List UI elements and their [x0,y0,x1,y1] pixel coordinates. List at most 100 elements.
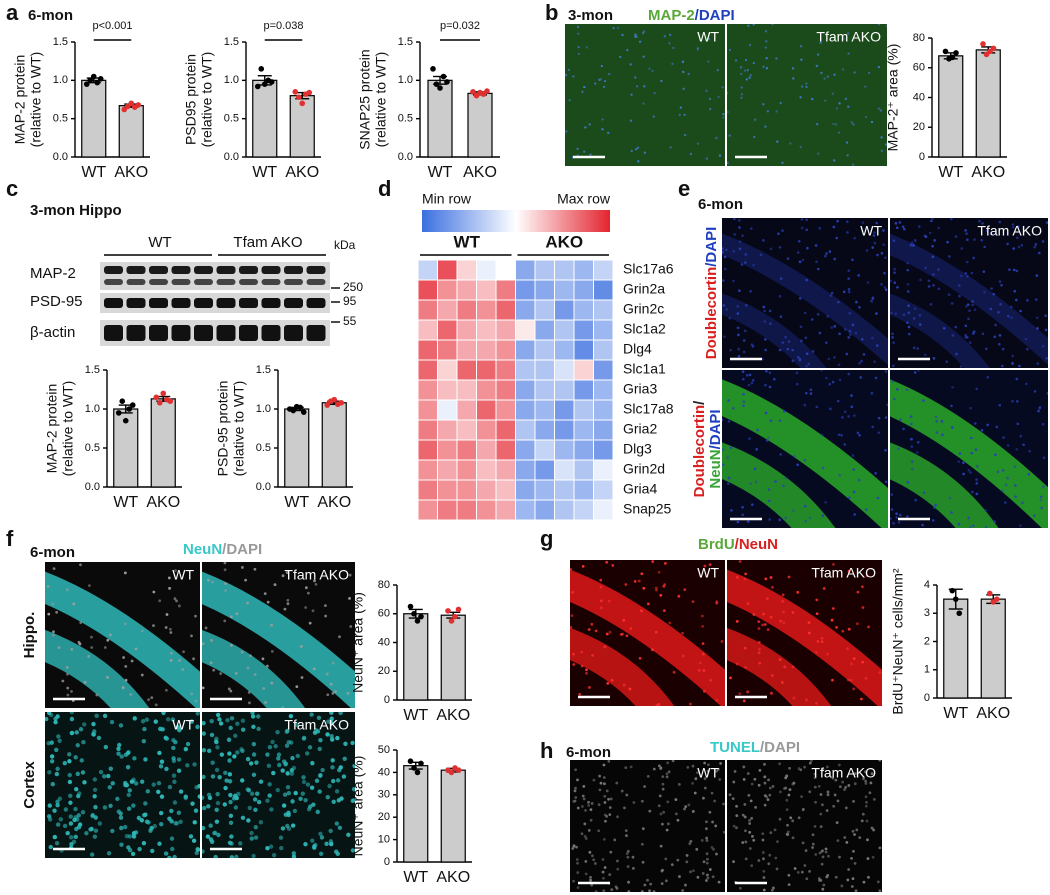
cell [942,326,946,330]
data-point [87,77,94,84]
cell [930,219,933,223]
cell [782,610,785,614]
cell [815,260,818,264]
cell [79,758,84,763]
cell [868,791,872,795]
cell [737,333,740,337]
cell [800,218,804,221]
cell [69,835,74,840]
cell [818,331,822,335]
cell [191,838,197,843]
image-label: Tfam AKO [811,565,876,581]
data-point [942,48,949,55]
cell [1006,476,1009,480]
heatmap-cell [476,359,497,381]
cell [75,743,80,748]
cell [785,832,789,836]
cell [916,440,920,444]
cell [769,831,773,835]
cell [610,678,614,682]
cell [742,350,746,354]
cell [683,588,687,592]
cell [124,664,128,668]
cell [831,776,835,780]
cell [832,563,835,566]
cell [141,629,144,633]
stain-part: / [691,400,708,405]
cell [1015,298,1018,302]
cell [77,822,83,827]
cell [659,593,663,597]
cell [786,347,790,351]
cell [857,478,861,482]
y-tick-label: 20 [378,665,390,677]
heatmap-cell [495,359,516,381]
heatmap-cell [593,259,614,281]
heatmap-cell [554,299,575,321]
cell [585,671,589,675]
cell [1013,289,1017,293]
cell [226,737,232,742]
cell [771,785,775,788]
cell [742,404,745,407]
cell [584,859,588,863]
cell [764,46,768,49]
cell [157,841,162,846]
cell [169,808,174,814]
stain-label: Doublecortin/ [691,400,708,498]
y-tick-label: 1.0 [256,403,271,415]
cell [247,691,251,694]
cell [779,790,782,794]
cell [1041,344,1045,348]
cell [601,118,604,121]
cell [823,77,826,80]
blot-band [284,325,303,341]
cell [603,79,607,83]
y-tick-label: 40 [913,91,925,103]
cell [107,785,112,790]
cell [167,784,173,790]
cell [867,71,871,75]
cell [803,458,807,462]
cell [224,778,229,783]
cell [240,566,244,569]
cell [92,794,97,799]
cell [899,418,902,422]
cell [921,523,924,527]
cell [275,729,280,735]
cell [754,480,758,484]
cell [740,72,743,76]
cell [254,791,260,796]
cell [840,884,844,888]
cell [171,773,177,778]
cell [642,102,645,105]
blot-band [284,279,303,285]
data-point [254,83,261,90]
heatmap-cell [437,259,458,281]
cell [215,800,221,806]
cell [940,420,944,423]
cell [776,140,779,143]
cell [764,411,768,415]
heatmap-cell [593,379,614,401]
cell [835,821,839,825]
y-tick-label: 10 [378,834,390,846]
cell [597,829,601,833]
cell [873,231,876,234]
cell [1013,465,1017,468]
cell [106,638,110,642]
cell [997,310,1000,314]
cell [190,801,195,806]
cell [701,624,705,628]
cell [240,718,246,723]
cell [343,741,348,746]
x-tick-label: AKO [114,164,148,181]
cell [139,818,145,823]
cell [821,803,824,807]
cell [701,872,705,875]
cell [852,849,855,853]
cell [253,673,257,677]
heatmap-cell [476,319,497,341]
cell [1000,283,1003,287]
cell [643,151,647,154]
